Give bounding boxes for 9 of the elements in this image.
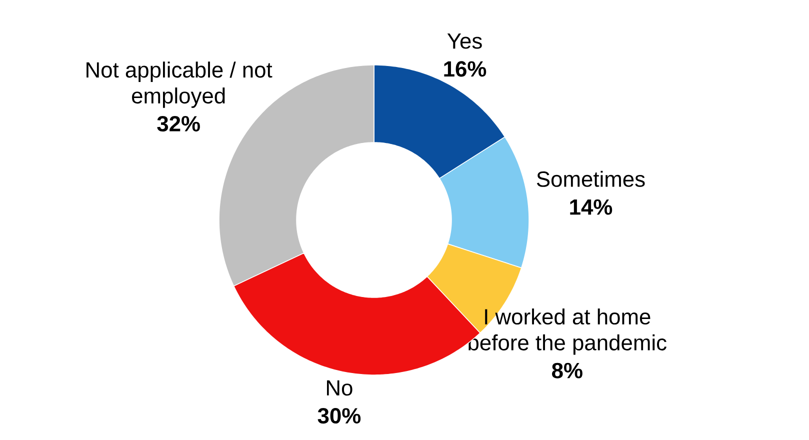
data-label: 16% <box>444 61 486 77</box>
data-label: 14% <box>570 199 612 215</box>
slice-label: Yes <box>447 34 482 49</box>
slice-label: No <box>327 380 352 396</box>
slice-label: Sometimes <box>536 170 645 187</box>
data-label: 8% <box>552 362 582 378</box>
data-label: 30% <box>318 408 361 424</box>
data-label: 32% <box>157 116 200 132</box>
slice-label: Not applicable / not employed <box>86 62 272 108</box>
